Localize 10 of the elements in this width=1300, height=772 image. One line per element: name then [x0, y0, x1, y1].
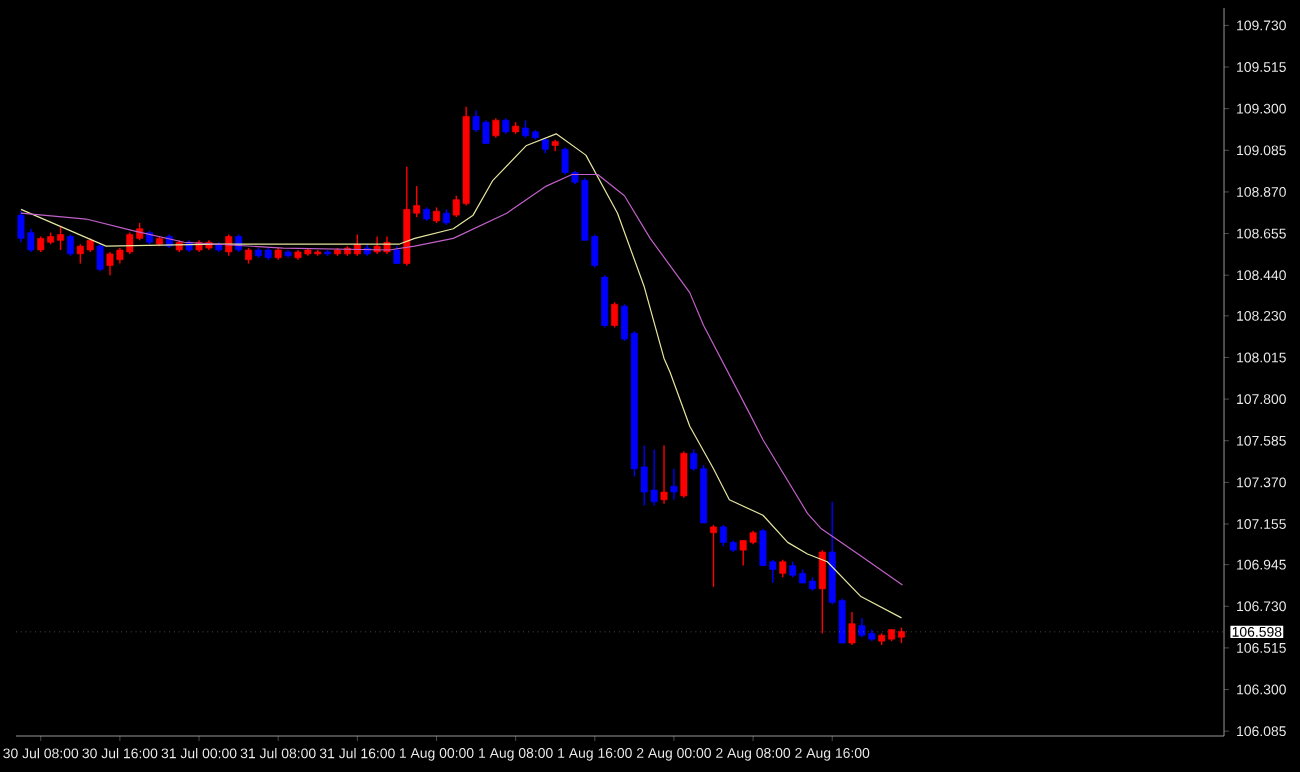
- candlestick: [680, 450, 688, 499]
- candlestick: [660, 444, 668, 505]
- candlestick: [611, 301, 619, 329]
- candlestick: [848, 611, 856, 646]
- candlestick: [66, 233, 74, 257]
- candlestick: [670, 468, 678, 501]
- candlestick: [818, 549, 826, 635]
- candlestick: [492, 117, 500, 139]
- candlestick: [710, 524, 717, 588]
- candlestick: [96, 243, 104, 272]
